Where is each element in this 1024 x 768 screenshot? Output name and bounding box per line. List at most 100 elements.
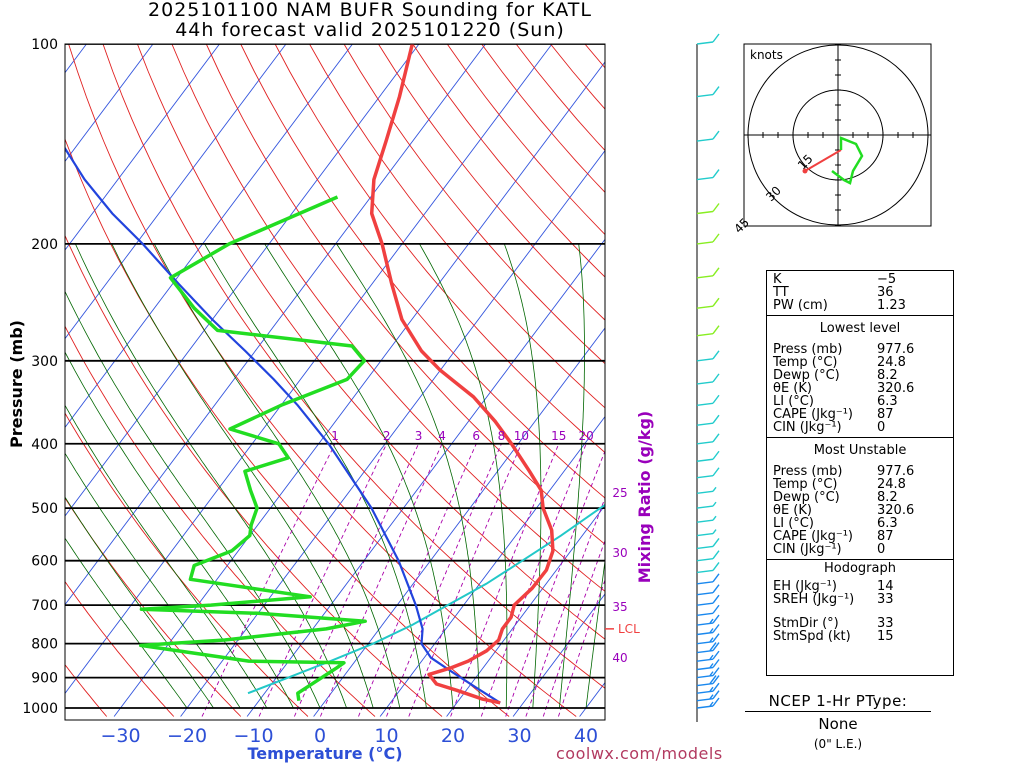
dry-adiabat-line <box>343 44 605 365</box>
wind-barb-shaft <box>696 441 714 445</box>
wind-barb-shaft <box>696 622 714 626</box>
index-row: EH (Jkg⁻¹) 14 <box>767 580 953 593</box>
wind-barb-flag <box>712 267 720 277</box>
dry-adiabat-line <box>65 497 242 717</box>
isotherm-line <box>65 44 287 340</box>
wind-barb-shaft <box>696 333 714 337</box>
wind-barb-flag <box>712 394 720 404</box>
wind-barb-shaft <box>696 138 714 142</box>
mixing-ratio-tick-label: 30 <box>612 546 627 560</box>
wind-barb <box>696 650 720 662</box>
index-row: LI (°C) 6.3 <box>767 395 953 408</box>
index-value: 87 <box>877 529 894 544</box>
wind-barb-flag <box>712 373 720 383</box>
index-row: CIN (Jkg⁻¹) 0 <box>767 421 953 434</box>
isotherm-line <box>246 238 605 717</box>
index-label: EH (Jkg⁻¹) <box>773 579 837 594</box>
index-value: 320.6 <box>877 381 915 396</box>
x-axis-label: Temperature (°C) <box>247 744 402 763</box>
temperature-tick-label: 30 <box>507 725 531 747</box>
index-row: CAPE (Jkg⁻¹) 87 <box>767 408 953 421</box>
wind-barb-flag <box>712 233 720 243</box>
mixing-ratio-tick-label: 40 <box>612 651 627 665</box>
wind-barb-shaft <box>696 176 714 181</box>
indices-panel: K −5 TT 36 PW (cm) 1.23 Lowest level Press (m… <box>766 270 954 676</box>
wind-barb <box>696 659 720 671</box>
index-label: TT <box>773 285 789 300</box>
wind-barb-flag <box>712 697 720 707</box>
index-row: LI (°C) 6.3 <box>767 517 953 530</box>
mixing-ratio-line <box>293 443 420 717</box>
dry-adiabat-line <box>309 44 605 409</box>
wind-barb-flag <box>709 642 717 651</box>
mixing-ratio-line <box>408 443 522 717</box>
index-row: StmSpd (kt) 15 <box>767 630 953 643</box>
wind-barb-flag <box>712 650 720 660</box>
mixing-ratio-tick-label: 4 <box>438 429 446 443</box>
temperature-profile <box>369 44 555 705</box>
index-label: Dewp (°C) <box>773 368 840 383</box>
wind-barb-shaft <box>696 93 714 98</box>
wind-barb-half-flag <box>709 694 714 700</box>
wind-barb-shaft <box>696 458 714 462</box>
lcl-label: LCL <box>618 622 640 636</box>
wind-barb-flag <box>712 690 720 700</box>
pressure-tick-label: 400 <box>31 437 58 453</box>
dry-adiabat-line <box>65 664 108 717</box>
moist-adiabat-line <box>585 557 605 709</box>
wind-barb <box>696 642 720 654</box>
wind-barb-shaft <box>696 241 714 245</box>
wind-barb-half-flag <box>712 486 717 492</box>
index-label: CIN (Jkg⁻¹) <box>773 420 842 435</box>
temperature-tick-label: 10 <box>374 725 398 747</box>
chart-title-line1: 2025101100 NAM BUFR Sounding for KATL <box>148 0 592 21</box>
wind-barb-flag <box>712 614 720 624</box>
wind-barb <box>696 394 720 406</box>
hodograph-heading: Hodograph <box>767 559 953 578</box>
wind-barb <box>696 667 720 679</box>
wind-barb-shaft <box>696 545 714 550</box>
wind-barb-half-flag <box>712 529 717 535</box>
index-label: Temp (°C) <box>773 477 838 492</box>
hodograph-rings <box>744 44 931 226</box>
wind-barb-shaft <box>696 422 714 426</box>
pressure-tick-label: 500 <box>31 501 58 517</box>
mixing-ratio-line <box>525 496 605 717</box>
wind-barb-flag <box>712 604 720 614</box>
storm-motion-block: StmDir (°) 33 StmSpd (kt) 15 <box>767 609 953 646</box>
mixing-ratio-line <box>480 443 587 717</box>
mixing-ratio-tick-label: 20 <box>579 429 594 443</box>
wind-barb <box>696 325 720 337</box>
wind-barb-shaft <box>696 674 714 679</box>
wind-barb-half-flag <box>709 654 714 660</box>
mixing-ratio-tick-label: 2 <box>383 429 391 443</box>
index-label: SREH (Jkg⁻¹) <box>773 592 855 607</box>
wind-barb-shaft <box>696 402 714 406</box>
wind-barb-half-flag <box>709 618 714 624</box>
index-label: K <box>773 272 782 287</box>
wind-barb-flag <box>712 467 720 477</box>
index-value: 24.8 <box>877 477 906 492</box>
isotherm-line <box>65 44 420 517</box>
wind-barb <box>696 675 720 687</box>
index-value: 36 <box>877 285 894 300</box>
wind-barb <box>696 633 720 645</box>
chart-title-line2: 44h forecast valid 2025101220 (Sun) <box>175 19 565 41</box>
wind-barb-shaft <box>696 581 714 585</box>
hodograph-trace <box>831 136 864 185</box>
mixing-ratio-tick-label: 10 <box>514 429 529 443</box>
wind-barb-shaft <box>696 591 714 596</box>
wind-barb <box>696 467 720 479</box>
parcel-trace <box>65 146 501 704</box>
dry-adiabat-line <box>378 44 605 321</box>
mixing-ratio-tick-label: 8 <box>498 429 506 443</box>
dry-adiabat-line <box>102 44 605 689</box>
temperature-tick-label: −20 <box>167 725 207 747</box>
index-row: K −5 <box>767 273 953 286</box>
plot-frame <box>64 43 606 721</box>
wind-barb-flag <box>712 675 720 684</box>
index-label: Temp (°C) <box>773 355 838 370</box>
wind-barb-shaft <box>696 532 714 537</box>
index-value: 6.3 <box>877 394 898 409</box>
wind-barb <box>696 373 720 385</box>
